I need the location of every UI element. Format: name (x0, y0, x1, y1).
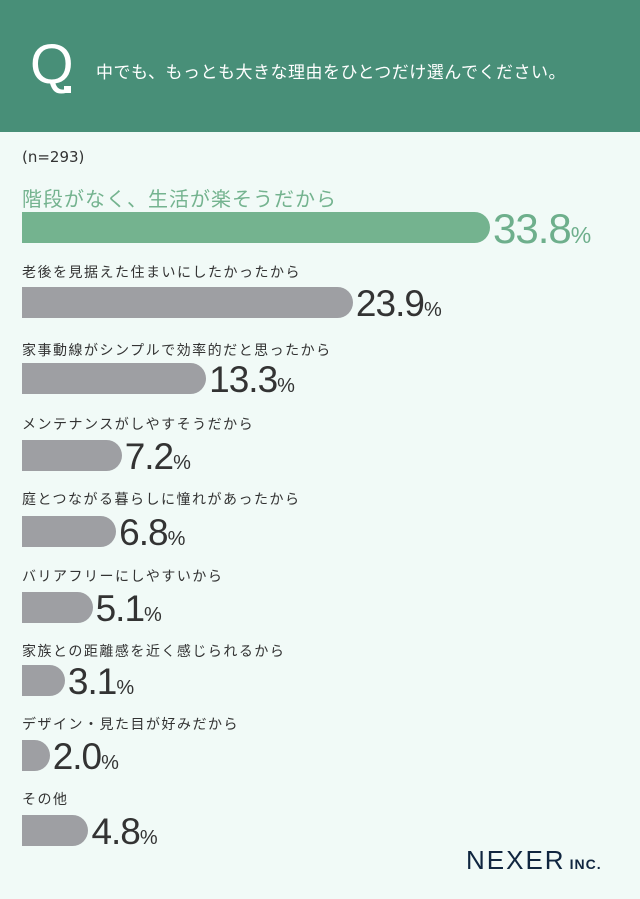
category-label: 老後を見据えた住まいにしたかったから (22, 265, 301, 281)
q-mark: Q (30, 32, 74, 95)
value-number: 33.8 (493, 205, 572, 252)
category-label: 家事動線がシンプルで効率的だと思ったから (22, 343, 332, 359)
category-label: その他 (22, 792, 69, 808)
bar (22, 815, 89, 846)
value-unit: % (423, 299, 442, 321)
nexer-logo: NEXER INC. (466, 845, 602, 876)
value-number: 7.2 (124, 436, 174, 477)
bar (22, 592, 93, 623)
value-number: 3.1 (67, 661, 117, 702)
logo-suffix: INC. (569, 856, 602, 872)
bar (22, 363, 207, 394)
value-unit: % (167, 528, 186, 550)
value-label: 5.1% (96, 590, 162, 634)
value-unit: % (144, 604, 162, 626)
value-label: 3.1% (68, 663, 134, 707)
value-unit: % (277, 375, 295, 397)
value-unit: % (173, 452, 191, 474)
value-label: 4.8% (91, 813, 157, 857)
category-label: メンテナンスがしやすそうだから (22, 417, 255, 433)
value-unit: % (101, 752, 119, 774)
value-unit: % (116, 677, 135, 699)
bar (22, 516, 117, 547)
bar (22, 665, 65, 696)
bar (22, 440, 122, 471)
value-number: 13.3 (209, 359, 278, 400)
value-label: 23.9% (356, 285, 442, 329)
question-header: Q 中でも、もっとも大きな理由をひとつだけ選んでください。 (0, 0, 640, 132)
value-number: 6.8 (119, 512, 168, 553)
value-label: 2.0% (53, 738, 119, 782)
value-label: 7.2% (125, 438, 191, 482)
value-number: 4.8 (91, 811, 140, 852)
category-label: デザイン・見た目が好みだから (22, 717, 239, 733)
question-text: 中でも、もっとも大きな理由をひとつだけ選んでください。 (96, 63, 566, 83)
q-dot (64, 86, 71, 93)
category-label: 庭とつながる暮らしに憧れがあったから (22, 492, 301, 508)
value-unit: % (139, 827, 158, 849)
value-number: 2.0 (52, 736, 102, 777)
bar (22, 287, 353, 318)
value-label: 13.3% (209, 361, 295, 405)
category-label: バリアフリーにしやすいから (22, 569, 224, 585)
value-label: 6.8% (119, 514, 185, 558)
bar (22, 740, 50, 771)
bar (22, 212, 490, 243)
value-label: 33.8% (493, 208, 591, 256)
sample-size: (n=293) (22, 148, 85, 166)
value-number: 23.9 (355, 283, 425, 324)
category-label: 家族との距離感を近く感じられるから (22, 644, 286, 660)
value-number: 5.1 (95, 588, 145, 629)
logo-name: NEXER (466, 845, 566, 875)
value-unit: % (570, 222, 592, 248)
category-label: 階段がなく、生活が楽そうだから (22, 187, 337, 211)
